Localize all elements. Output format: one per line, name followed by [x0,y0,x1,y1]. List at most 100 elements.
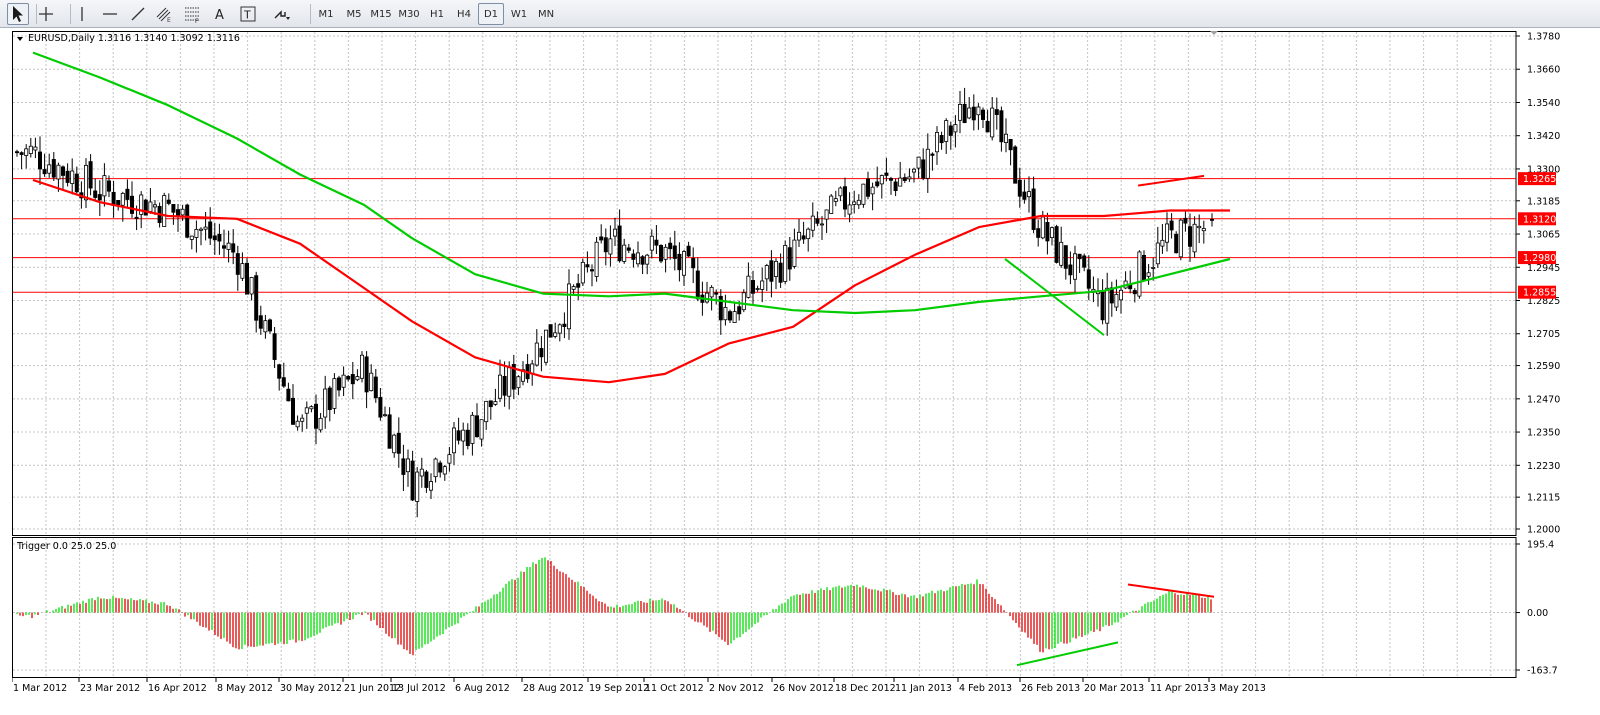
candle-body[interactable] [1151,266,1156,269]
candle-body[interactable] [130,195,135,214]
candle-body[interactable] [1105,287,1110,324]
candle-body[interactable] [576,283,581,288]
candle-body[interactable] [194,229,199,238]
candle-body[interactable] [797,231,802,241]
moving-average-green[interactable] [32,51,1231,315]
candle-body[interactable] [778,262,783,283]
candle-body[interactable] [705,292,710,303]
candle-body[interactable] [935,132,940,153]
candle-body[interactable] [820,223,825,226]
candle-body[interactable] [1201,228,1206,232]
candle-body[interactable] [263,320,268,333]
candle-body[interactable] [511,364,516,390]
candle-body[interactable] [999,110,1004,143]
candle-body[interactable] [590,269,595,272]
candle-body[interactable] [585,264,590,268]
candle-body[interactable] [456,430,461,441]
timeframe-h4-button[interactable]: H4 [451,3,477,25]
candle-body[interactable] [939,135,944,144]
candle-body[interactable] [516,376,521,389]
candle-body[interactable] [1169,220,1174,231]
candle-body[interactable] [580,261,585,284]
candle-body[interactable] [557,324,562,334]
candle-body[interactable] [617,225,622,262]
candle-body[interactable] [405,458,410,473]
candle-body[interactable] [442,466,447,475]
candle-body[interactable] [760,280,765,290]
candle-body[interactable] [884,172,889,176]
candle-body[interactable] [1013,146,1018,184]
main-price-panel[interactable] [12,31,1517,536]
candle-body[interactable] [1054,226,1059,263]
timeframe-m15-button[interactable]: M15 [368,3,394,25]
candle-body[interactable] [1022,191,1027,200]
candle-body[interactable] [645,254,650,265]
candle-body[interactable] [1192,223,1197,253]
candle-body[interactable] [898,177,903,187]
tool-arrows-button[interactable] [267,3,297,25]
trendline-green-indicator[interactable] [1016,641,1119,667]
candle-body[interactable] [447,454,452,464]
candle-body[interactable] [534,342,539,366]
candle-body[interactable] [539,348,544,358]
price-level-tag[interactable] [1518,212,1556,226]
candle-body[interactable] [373,376,378,399]
candle-body[interactable] [277,364,282,379]
candle-body[interactable] [281,377,286,387]
tool-cursor-button[interactable] [7,3,29,25]
candle-body[interactable] [599,236,604,241]
candle-body[interactable] [879,175,884,185]
candle-body[interactable] [861,183,866,205]
candle-body[interactable] [258,315,263,329]
candle-body[interactable] [396,432,401,454]
candle-body[interactable] [829,195,834,214]
candle-body[interactable] [387,414,392,449]
candle-body[interactable] [74,173,79,193]
candle-body[interactable] [410,460,415,501]
candle-body[interactable] [866,178,871,197]
candle-body[interactable] [1100,291,1105,321]
candle-body[interactable] [608,238,613,255]
candle-body[interactable] [902,177,907,181]
candle-body[interactable] [479,419,484,440]
candle-body[interactable] [603,237,608,253]
candle-body[interactable] [994,109,999,115]
candle-body[interactable] [451,427,456,454]
candle-body[interactable] [97,194,102,201]
candle-body[interactable] [1142,255,1147,281]
timeframe-h1-button[interactable]: H1 [424,3,450,25]
candle-body[interactable] [61,166,66,176]
candle-body[interactable] [346,376,351,380]
candle-body[interactable] [208,221,213,239]
candle-body[interactable] [143,199,148,216]
candle-body[interactable] [718,295,723,321]
candle-body[interactable] [1059,241,1064,266]
candle-body[interactable] [359,354,364,379]
candle-body[interactable] [695,270,700,300]
candle-body[interactable] [1045,221,1050,242]
candle-body[interactable] [787,247,792,270]
candle-body[interactable] [852,201,857,205]
candle-body[interactable] [221,245,226,249]
candle-body[interactable] [244,262,249,295]
trendline-red-price[interactable] [1137,174,1205,187]
candle-body[interactable] [553,332,558,337]
candle-body[interactable] [226,242,231,250]
candle-body[interactable] [70,170,75,184]
candle-body[interactable] [847,204,852,215]
tool-trendline-button[interactable] [127,3,149,25]
candle-body[interactable] [691,258,696,269]
candle-body[interactable] [654,239,659,246]
candle-body[interactable] [493,401,498,405]
candle-body[interactable] [415,471,420,502]
candle-body[interactable] [350,374,355,385]
candle-body[interactable] [286,388,291,402]
candle-body[interactable] [741,292,746,311]
candle-body[interactable] [1017,179,1022,197]
candle-body[interactable] [1004,133,1009,143]
candle-body[interactable] [424,471,429,488]
candle-body[interactable] [856,199,861,206]
candle-body[interactable] [1040,216,1045,239]
candle-body[interactable] [65,170,70,183]
candle-body[interactable] [594,241,599,277]
